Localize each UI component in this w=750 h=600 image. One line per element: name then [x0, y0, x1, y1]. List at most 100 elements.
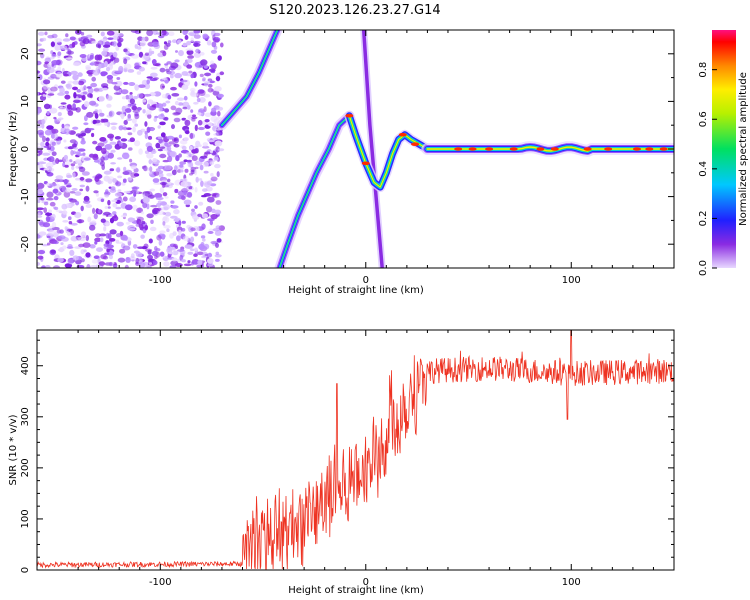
noise-blob	[91, 76, 96, 82]
noise-blob	[105, 222, 110, 227]
noise-blob	[44, 61, 49, 65]
hot-spot	[645, 147, 654, 151]
noise-blob	[59, 87, 65, 94]
noise-blob	[214, 163, 221, 169]
noise-blob	[162, 192, 168, 197]
noise-blob	[50, 249, 56, 254]
noise-blob	[104, 143, 113, 150]
noise-blob	[72, 126, 79, 130]
noise-blob	[124, 105, 131, 110]
noise-blob	[66, 104, 72, 110]
colorbar-tick-label: 0.2	[698, 210, 709, 226]
noise-blob	[185, 204, 190, 208]
noise-blob	[204, 182, 211, 188]
noise-blob	[181, 80, 185, 83]
noise-blob	[193, 52, 201, 58]
noise-blob	[66, 184, 73, 188]
y-tick-label: 300	[20, 407, 31, 426]
noise-blob	[53, 138, 60, 142]
noise-blob	[44, 31, 48, 36]
noise-blob	[132, 126, 136, 133]
noise-blob	[171, 124, 175, 130]
noise-blob	[194, 247, 198, 251]
noise-blob	[86, 86, 92, 89]
noise-blob	[117, 32, 124, 37]
noise-blob	[214, 38, 220, 43]
noise-blob	[62, 156, 68, 163]
noise-blob	[123, 120, 128, 125]
noise-blob	[181, 220, 186, 224]
noise-blob	[193, 34, 201, 39]
noise-blob	[204, 81, 209, 87]
noise-blob	[138, 148, 143, 155]
noise-blob	[171, 257, 178, 262]
noise-blob	[150, 72, 158, 78]
noise-blob	[138, 66, 145, 72]
hot-spot	[411, 142, 420, 146]
colorbar-ticks: 0.0 0.2 0.4 0.6 0.8	[698, 62, 717, 276]
noise-blob	[207, 139, 215, 143]
noise-blob	[47, 93, 55, 96]
noise-blob	[186, 58, 193, 64]
noise-blob	[144, 36, 149, 42]
noise-blob	[127, 228, 136, 231]
noise-blob	[106, 95, 113, 101]
noise-blob	[216, 171, 220, 178]
noise-blob	[109, 254, 113, 260]
noise-blob	[51, 213, 56, 220]
noise-blob	[96, 247, 103, 253]
noise-blob	[71, 41, 76, 48]
noise-blob	[140, 128, 146, 133]
noise-blob	[157, 148, 164, 152]
spectrogram-image	[37, 30, 674, 268]
noise-blob	[204, 119, 210, 123]
noise-blob	[147, 113, 152, 119]
noise-blob	[79, 188, 84, 192]
noise-blob	[95, 66, 101, 71]
noise-blob	[152, 260, 158, 266]
noise-blob	[72, 150, 76, 155]
noise-blob	[114, 192, 123, 197]
noise-blob	[66, 50, 74, 55]
noise-blob	[64, 188, 71, 193]
noise-blob	[142, 109, 146, 114]
noise-blob	[41, 118, 46, 125]
noise-blob	[77, 72, 83, 77]
noise-blob	[42, 152, 51, 156]
noise-blob	[165, 100, 171, 104]
noise-blob	[74, 246, 82, 249]
noise-blob	[89, 224, 96, 231]
noise-blob	[68, 216, 72, 221]
noise-blob	[192, 114, 196, 117]
x-tick-label: 100	[562, 577, 581, 588]
noise-blob	[125, 108, 132, 113]
noise-blob	[218, 148, 225, 152]
noise-blob	[150, 128, 155, 132]
noise-blob	[67, 232, 71, 236]
noise-blob	[127, 113, 131, 120]
noise-blob	[145, 248, 153, 252]
noise-blob	[86, 111, 94, 118]
noise-blob	[170, 247, 176, 251]
noise-blob	[144, 133, 149, 140]
noise-blob	[88, 128, 95, 131]
noise-blob	[185, 152, 192, 155]
noise-blob	[194, 124, 198, 132]
noise-blob	[181, 84, 189, 90]
noise-blob	[172, 231, 177, 237]
noise-blob	[119, 113, 126, 118]
noise-blob	[194, 81, 198, 87]
noise-blob	[170, 62, 179, 69]
noise-blob	[104, 194, 110, 198]
noise-blob	[148, 159, 153, 165]
noise-blob	[72, 86, 78, 91]
noise-blob	[72, 62, 81, 67]
noise-blob	[51, 141, 56, 147]
noise-blob	[194, 169, 198, 176]
noise-blob	[176, 97, 185, 101]
y-tick-label: 0	[20, 146, 31, 152]
noise-blob	[194, 187, 198, 193]
noise-blob	[131, 105, 138, 111]
hot-spot	[509, 147, 518, 151]
